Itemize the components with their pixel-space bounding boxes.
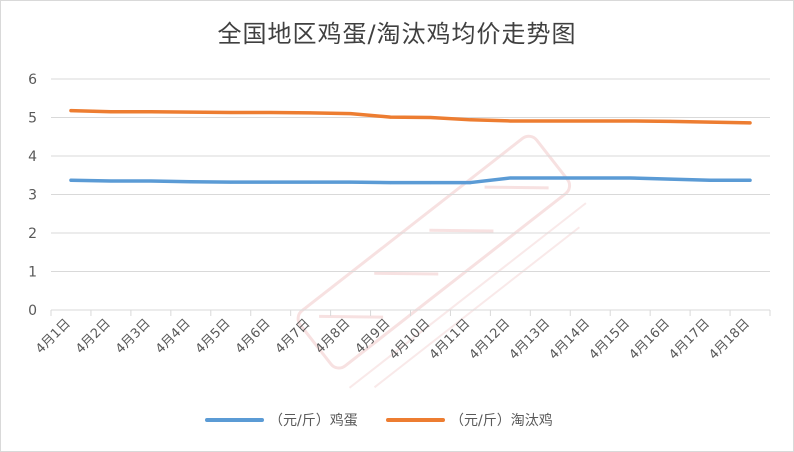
x-tick-label: 4月1日 xyxy=(33,316,74,357)
data-point xyxy=(508,176,512,180)
series-lines xyxy=(69,108,752,185)
data-point xyxy=(69,178,73,182)
data-point xyxy=(349,112,353,116)
data-point xyxy=(109,179,113,183)
x-tick-label: 4月18日 xyxy=(706,316,753,363)
data-point xyxy=(628,176,632,180)
y-tick-label: 3 xyxy=(28,188,37,204)
data-point xyxy=(189,110,193,114)
data-point xyxy=(548,119,552,123)
x-tick-label: 4月3日 xyxy=(113,316,154,357)
x-tick-label: 4月5日 xyxy=(193,316,234,357)
x-tick-label: 4月10日 xyxy=(387,316,434,363)
gridlines xyxy=(51,78,770,311)
data-point xyxy=(748,121,752,125)
data-point xyxy=(389,115,393,119)
x-tick-label: 4月7日 xyxy=(273,316,314,357)
y-tick-label: 2 xyxy=(28,226,37,242)
data-point xyxy=(69,109,73,113)
series-line-0 xyxy=(69,176,752,185)
data-point xyxy=(389,181,393,185)
data-point xyxy=(229,180,233,184)
x-tick-label: 4月2日 xyxy=(73,316,114,357)
data-point xyxy=(349,180,353,184)
x-tick-label: 4月15日 xyxy=(586,316,633,363)
data-point xyxy=(468,181,472,185)
y-axis: 0 1 2 3 4 5 6 xyxy=(28,72,37,319)
data-point xyxy=(149,110,153,114)
x-tick-label: 4月11日 xyxy=(427,316,474,363)
data-point xyxy=(109,110,113,114)
data-point xyxy=(309,111,313,115)
chart-title: 全国地区鸡蛋/淘汰鸡均价走势图 xyxy=(217,20,577,48)
x-tick-label: 4月17日 xyxy=(666,316,713,363)
y-tick-label: 6 xyxy=(28,72,37,88)
series-line-1 xyxy=(69,108,752,125)
data-point xyxy=(708,178,712,182)
data-point xyxy=(269,180,273,184)
y-tick-label: 1 xyxy=(28,265,37,281)
data-point xyxy=(428,181,432,185)
x-tick-label: 4月14日 xyxy=(547,316,594,363)
data-point xyxy=(668,119,672,123)
data-point xyxy=(189,180,193,184)
x-tick-label: 4月16日 xyxy=(626,316,673,363)
legend-label: （元/斤）淘汰鸡 xyxy=(450,412,553,429)
data-point xyxy=(468,118,472,122)
legend: （元/斤）鸡蛋 （元/斤）淘汰鸡 xyxy=(205,412,553,429)
data-point xyxy=(668,177,672,181)
data-point xyxy=(269,110,273,114)
data-point xyxy=(309,180,313,184)
y-tick-label: 4 xyxy=(28,149,37,165)
data-point xyxy=(428,116,432,119)
y-tick-label: 5 xyxy=(28,111,37,127)
x-tick-label: 4月12日 xyxy=(467,316,514,363)
x-tick-label: 4月13日 xyxy=(507,316,554,363)
data-point xyxy=(708,120,712,124)
legend-label: （元/斤）鸡蛋 xyxy=(269,412,358,429)
data-point xyxy=(149,179,153,183)
data-point xyxy=(548,176,552,180)
data-point xyxy=(628,119,632,123)
x-axis: 4月1日 4月2日 4月3日 4月4日 4月5日 4月6日 4月7日 4月8日 4月9日4月10… xyxy=(33,310,771,363)
data-point xyxy=(229,110,233,114)
data-point xyxy=(748,178,752,182)
data-point xyxy=(588,119,592,123)
data-point xyxy=(588,176,592,180)
x-tick-label: 4月6日 xyxy=(233,316,274,357)
x-tick-label: 4月8日 xyxy=(313,316,354,357)
x-tick-label: 4月4日 xyxy=(153,316,194,357)
data-point xyxy=(508,119,512,123)
y-tick-label: 0 xyxy=(28,303,37,319)
